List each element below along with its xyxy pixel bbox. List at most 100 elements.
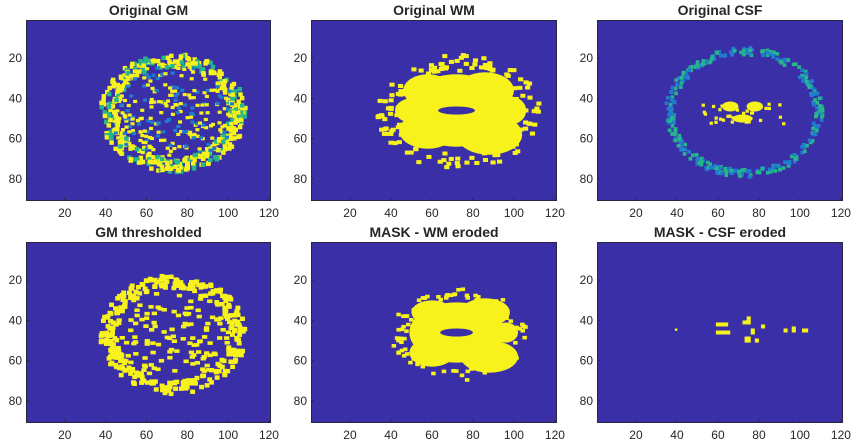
csf-voxel — [724, 169, 728, 174]
csf-voxel — [668, 119, 673, 123]
gm-thr-voxel — [180, 383, 186, 388]
csf-voxel — [760, 166, 765, 171]
gm-thr-voxel — [220, 293, 225, 299]
y-tick-label: 80 — [9, 394, 23, 408]
wm-eroded-branch — [423, 361, 429, 365]
gm-voxel — [145, 58, 151, 63]
gm-thr-voxel — [155, 342, 162, 347]
gm-voxel — [208, 148, 213, 152]
gm-thr-voxel — [226, 302, 232, 308]
gm-thr-voxel — [196, 339, 203, 344]
wm-branch — [431, 65, 438, 70]
gm-thr-voxel — [201, 373, 207, 378]
x-tick-label: 80 — [466, 206, 480, 220]
gm-voxel — [185, 116, 190, 120]
gm-voxel — [142, 76, 147, 80]
gm-voxel — [192, 132, 197, 137]
gm-voxel — [138, 58, 143, 64]
wm-branch — [442, 66, 449, 71]
gm-thr-voxel — [208, 282, 214, 287]
gm-thr-voxel — [133, 352, 139, 356]
x-tick-label: 100 — [504, 428, 524, 442]
wm-eroded-branch — [396, 327, 401, 332]
csf-voxel — [767, 167, 772, 172]
wm-branch — [490, 67, 496, 72]
gm-voxel — [113, 131, 118, 135]
wm-branch — [408, 150, 414, 155]
gm-voxel — [155, 58, 161, 64]
gm-thr-voxel — [237, 329, 243, 334]
gm-thr-voxel — [184, 322, 191, 327]
gm-thr-voxel — [205, 321, 211, 326]
csf-voxel — [800, 150, 805, 155]
gm-voxel — [150, 120, 155, 124]
gm-voxel — [199, 135, 204, 140]
wm-branch — [376, 113, 382, 118]
gm-voxel — [106, 123, 112, 128]
wm-branch — [385, 106, 392, 111]
csf-voxel — [737, 174, 742, 178]
csf-voxel — [705, 160, 710, 165]
wm-branch — [404, 150, 410, 155]
gm-thr-voxel — [217, 336, 223, 340]
csf-voxel — [709, 121, 713, 125]
gm-voxel — [212, 141, 217, 147]
gm-voxel — [131, 131, 137, 136]
gm-voxel — [124, 143, 129, 147]
gm-voxel — [232, 136, 237, 141]
csf-voxel — [704, 59, 709, 64]
x-tick-label: 120 — [545, 206, 565, 220]
x-tick-label: 60 — [140, 206, 154, 220]
gm-voxel — [236, 134, 241, 140]
gm-voxel — [192, 152, 198, 158]
csf-voxel — [809, 85, 813, 90]
wm-branch — [389, 82, 395, 87]
csf-voxel — [687, 149, 691, 154]
wm-branch — [455, 164, 461, 169]
gm-thr-voxel — [217, 363, 223, 368]
gm-thr-voxel — [234, 352, 240, 357]
csf-voxel — [695, 162, 700, 166]
csf-voxel — [747, 169, 752, 173]
wm-eroded-branch — [399, 340, 404, 345]
csf-voxel — [744, 169, 749, 174]
gm-thr-voxel — [114, 337, 120, 343]
gm-thr-voxel — [140, 282, 146, 287]
gm-voxel — [240, 106, 245, 112]
csf-voxel — [787, 161, 792, 166]
gm-voxel — [203, 61, 208, 66]
gm-voxel — [150, 155, 155, 160]
csf-voxel — [675, 136, 679, 141]
gm-voxel — [193, 61, 198, 66]
gm-thr-voxel — [195, 350, 202, 354]
gm-thr-voxel — [98, 333, 104, 338]
gm-thr-voxel — [134, 313, 140, 318]
gm-thr-voxel — [218, 316, 224, 320]
csf-voxel — [731, 116, 735, 120]
csf-voxel — [735, 168, 739, 173]
gm-voxel — [232, 89, 238, 94]
csf-voxel — [747, 120, 751, 124]
gm-voxel — [170, 85, 175, 89]
wm-branch — [388, 106, 394, 111]
gm-thr-voxel — [201, 355, 207, 359]
x-tick-label: 120 — [259, 428, 279, 442]
gm-thr-voxel — [142, 286, 148, 292]
csf-voxel — [683, 147, 688, 152]
gm-thr-voxel — [172, 369, 178, 373]
csf-voxel — [813, 114, 818, 119]
gm-voxel — [144, 134, 149, 138]
gm-thr-voxel — [168, 391, 174, 397]
csf-voxel — [782, 57, 787, 62]
gm-voxel — [108, 107, 113, 113]
gm-thr-voxel — [229, 324, 235, 329]
wm-branch — [510, 144, 516, 149]
gm-thr-voxel — [238, 352, 244, 358]
gm-voxel — [237, 115, 243, 120]
csf-fragment — [715, 322, 729, 327]
gm-thr-voxel — [104, 330, 110, 336]
gm-voxel — [201, 71, 206, 76]
gm-voxel — [157, 100, 162, 104]
gm-thr-voxel — [215, 302, 221, 307]
y-tick-label: 40 — [294, 91, 308, 105]
